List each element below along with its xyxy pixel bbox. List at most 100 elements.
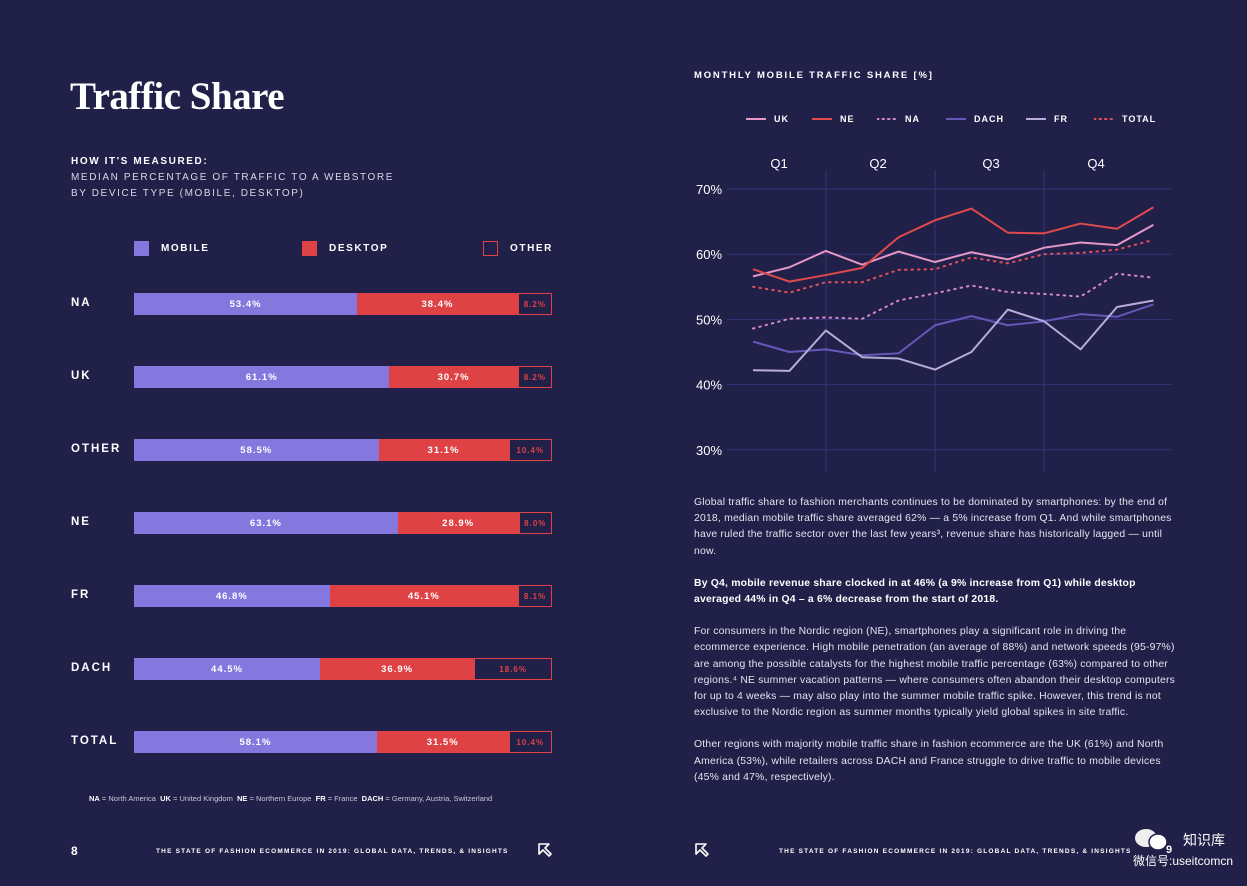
y-tick-label: 60%: [696, 247, 722, 262]
bar-segment-other: 18.6%: [474, 658, 552, 680]
legend-label: MOBILE: [161, 243, 210, 254]
y-tick-label: 50%: [696, 312, 722, 327]
footnote-text: = United Kingdom: [170, 794, 238, 803]
watermark-subtitle: 微信号:useitcomcn: [1133, 854, 1234, 868]
bar-segment-mobile: 44.5%: [134, 658, 320, 680]
legend-line-icon: [746, 118, 766, 120]
legend-mobile: MOBILE: [134, 241, 210, 256]
quarter-label: Q2: [869, 156, 886, 171]
bar-category-label: OTHER: [71, 443, 122, 455]
legend-label: OTHER: [510, 243, 553, 254]
abbreviation-footnote: NA = North America UK = United Kingdom N…: [89, 794, 492, 803]
legend-line-icon: [877, 118, 897, 120]
legend-item-ne: NE: [812, 114, 855, 124]
measure-heading: HOW IT'S MEASURED:: [71, 156, 209, 167]
stacked-bar: 61.1% 30.7% 8.2%: [134, 366, 552, 388]
series-line-dach: [752, 303, 1154, 357]
bar-segment-mobile: 58.5%: [134, 439, 379, 461]
paragraph-1: Global traffic share to fashion merchant…: [694, 497, 1172, 557]
mobile-swatch: [134, 241, 149, 256]
footnote-abbr: FR: [315, 794, 326, 803]
footnote-abbr: NE: [237, 794, 248, 803]
quarter-label: Q4: [1087, 156, 1104, 171]
footer-right: THE STATE OF FASHION ECOMMERCE IN 2019: …: [779, 848, 1132, 855]
stacked-bar: 58.1% 31.5% 10.4%: [134, 731, 552, 753]
legend-label: DACH: [974, 114, 1004, 124]
paragraph-4: Other regions with majority mobile traff…: [694, 739, 1164, 783]
bar-category-label: DACH: [71, 662, 113, 674]
footnote-abbr: NA: [89, 794, 100, 803]
paragraph-3: For consumers in the Nordic region (NE),…: [694, 626, 1176, 719]
bar-category-label: UK: [71, 370, 92, 382]
legend-line-icon: [1026, 118, 1046, 120]
measurement-description: HOW IT'S MEASURED: MEDIAN PERCENTAGE OF …: [71, 154, 394, 202]
bar-segment-desktop: 38.4%: [357, 293, 518, 315]
legend-desktop: DESKTOP: [302, 241, 388, 256]
footnote-abbr: UK: [160, 794, 171, 803]
bar-segment-other: 8.0%: [518, 512, 552, 534]
legend-label: FR: [1054, 114, 1068, 124]
legend-item-na: NA: [877, 114, 920, 124]
series-line-uk: [752, 223, 1154, 278]
bar-segment-desktop: 28.9%: [397, 512, 519, 534]
body-text: Global traffic share to fashion merchant…: [694, 495, 1178, 802]
footnote-text: = North America: [99, 794, 161, 803]
series-line-ne: [752, 206, 1154, 283]
desktop-swatch: [302, 241, 317, 256]
footer-left: THE STATE OF FASHION ECOMMERCE IN 2019: …: [156, 848, 509, 855]
y-tick-label: 30%: [696, 443, 722, 458]
bar-segment-other: 8.2%: [517, 293, 552, 315]
bar-segment-mobile: 46.8%: [134, 585, 330, 607]
legend-item-fr: FR: [1026, 114, 1068, 124]
bar-segment-other: 10.4%: [508, 731, 552, 753]
wechat-icon: [1135, 829, 1168, 851]
bar-segment-mobile: 61.1%: [134, 366, 390, 388]
watermark-title: 知识库: [1183, 832, 1225, 848]
legend-item-uk: UK: [746, 114, 789, 124]
bar-category-label: NA: [71, 297, 92, 309]
stacked-bar: 44.5% 36.9% 18.6%: [134, 658, 552, 680]
bar-category-label: TOTAL: [71, 735, 119, 747]
bar-segment-desktop: 36.9%: [320, 658, 475, 680]
bar-segment-other: 8.2%: [517, 366, 552, 388]
quarter-label: Q1: [770, 156, 787, 171]
bar-segment-other: 10.4%: [508, 439, 552, 461]
quarter-label: Q3: [982, 156, 999, 171]
bar-category-label: FR: [71, 589, 91, 601]
legend-label: TOTAL: [1122, 114, 1157, 124]
stacked-bar: 58.5% 31.1% 10.4%: [134, 439, 552, 461]
legend-line-icon: [812, 118, 832, 120]
bar-category-label: NE: [71, 516, 91, 528]
page-number-right: 9: [1166, 844, 1173, 856]
bar-segment-mobile: 63.1%: [134, 512, 398, 534]
bar-segment-desktop: 31.1%: [378, 439, 509, 461]
stacked-bar: 53.4% 38.4% 8.2%: [134, 293, 552, 315]
footnote-text: = Germany, Austria, Switzerland: [383, 794, 493, 803]
legend-line-icon: [946, 118, 966, 120]
footnote-text: = France: [325, 794, 362, 803]
footnote-text: = Northern Europe: [247, 794, 316, 803]
series-line-fr: [752, 299, 1154, 372]
page-title: Traffic Share: [70, 75, 285, 118]
watermark: 知识库 微信号:useitcomcn: [1133, 828, 1233, 869]
bar-segment-mobile: 53.4%: [134, 293, 358, 315]
bar-segment-desktop: 30.7%: [389, 366, 518, 388]
legend-line-icon: [1094, 118, 1114, 120]
line-chart: 30% 40% 50% 60% 70% Q1 Q2 Q3 Q4: [696, 156, 1172, 472]
bar-segment-desktop: 45.1%: [329, 585, 519, 607]
page-number-left: 8: [71, 844, 78, 858]
legend-other: OTHER: [483, 241, 553, 256]
legend-label: DESKTOP: [329, 243, 389, 254]
legend-item-total: TOTAL: [1094, 114, 1156, 124]
measure-line-1: MEDIAN PERCENTAGE OF TRAFFIC TO A WEBSTO…: [71, 172, 394, 183]
brand-logo-icon: [695, 843, 709, 857]
footnote-abbr: DACH: [361, 794, 384, 803]
measure-line-2: BY DEVICE TYPE (MOBILE, DESKTOP): [71, 188, 305, 199]
chart-title: MONTHLY MOBILE TRAFFIC SHARE [%]: [694, 70, 934, 81]
stacked-bar: 46.8% 45.1% 8.1%: [134, 585, 552, 607]
stacked-bar: 63.1% 28.9% 8.0%: [134, 512, 552, 534]
bar-segment-other: 8.1%: [518, 585, 552, 607]
bar-segment-desktop: 31.5%: [376, 731, 509, 753]
legend-item-dach: DACH: [946, 114, 1004, 124]
y-tick-label: 70%: [696, 182, 722, 197]
